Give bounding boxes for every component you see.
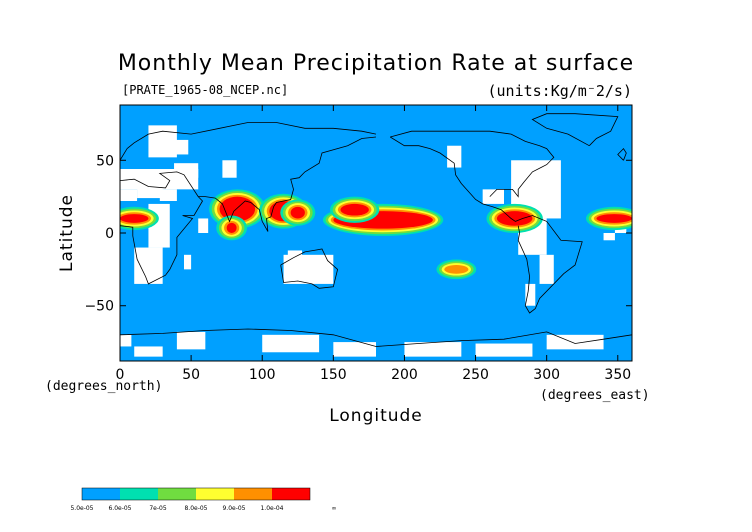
missing-data-cell — [447, 145, 462, 168]
x-axis-unit: (degrees_east) — [540, 388, 650, 403]
coastlines — [120, 113, 632, 347]
precip-region — [120, 206, 159, 231]
missing-data-cell — [176, 331, 206, 350]
colorbar-label: 1.0e-04 — [260, 505, 283, 512]
coastline — [389, 136, 583, 314]
colorbar-label: 7e-05 — [149, 505, 166, 512]
missing-data-cell — [404, 342, 462, 357]
missing-data-cell — [262, 334, 320, 353]
map-plot-area — [119, 104, 633, 362]
y-axis-unit: (degrees_north) — [45, 379, 162, 394]
units-label: (units:Kg/m⁻2/s) — [488, 82, 633, 100]
precip-level-5 — [340, 203, 369, 216]
colorbar-label: 8.0e-05 — [184, 505, 207, 512]
x-tick-label: 350 — [604, 367, 631, 383]
colorbar-label: ∞ — [332, 505, 337, 512]
missing-data-cell — [333, 342, 376, 357]
x-tick-label: 50 — [182, 367, 200, 383]
precip-region — [486, 203, 543, 234]
x-tick-label: 300 — [533, 367, 560, 383]
missing-data-cell — [222, 160, 237, 178]
colorbar-label: 5.0e-05 — [70, 505, 93, 512]
precipitation-contours — [120, 189, 632, 280]
x-tick-label: 150 — [320, 367, 347, 383]
missing-data-cell — [525, 283, 536, 306]
colorbar-label: 9.0e-05 — [222, 505, 245, 512]
missing-data-cell — [539, 254, 554, 284]
colorbar-label: 6.0e-05 — [108, 505, 131, 512]
missing-data-cells — [120, 125, 627, 357]
chart-title: Monthly Mean Precipitation Rate at surfa… — [118, 51, 634, 76]
coastline — [531, 113, 619, 147]
missing-data-cell — [287, 250, 303, 263]
missing-data-cell — [120, 189, 138, 201]
colorbar-swatch — [82, 488, 120, 500]
colorbar-swatch — [234, 488, 272, 500]
missing-data-cell — [198, 218, 209, 233]
missing-data-cell — [159, 189, 177, 201]
missing-data-cell — [475, 343, 533, 357]
colorbar-legend: 5.0e-05 6.0e-05 7e-05 8.0e-05 9.0e-05 1.0e-04… — [70, 487, 337, 512]
missing-data-cell — [134, 346, 163, 357]
missing-data-cell — [162, 139, 189, 155]
precip-level-5 — [290, 206, 305, 219]
precip-level-5 — [120, 214, 149, 223]
colorbar-frame — [81, 487, 311, 501]
precip-level-5 — [226, 222, 237, 233]
source-label: [PRATE_1965-08_NCEP.nc] — [122, 83, 288, 97]
colorbar-swatch — [120, 488, 158, 500]
precip-region — [436, 259, 477, 280]
precip-level-5 — [219, 196, 256, 222]
missing-data-cell — [603, 233, 615, 241]
colorbar-swatch — [196, 488, 234, 500]
precip-level-4 — [444, 265, 469, 274]
colorbar-swatch — [272, 488, 310, 500]
coastline — [120, 122, 377, 161]
precip-region — [280, 199, 316, 226]
x-axis-ticks: 0 50 100 150 200 250 300 350 — [116, 105, 631, 383]
missing-data-cell — [120, 334, 132, 347]
coastline — [617, 147, 627, 161]
precip-level-5 — [496, 211, 533, 226]
missing-data-cell — [482, 189, 504, 204]
coastline — [198, 136, 377, 232]
missing-data-cell — [184, 254, 192, 270]
y-tick-label: 50 — [96, 153, 114, 169]
precip-region — [586, 206, 632, 231]
missing-data-cell — [546, 334, 604, 350]
missing-data-cell — [174, 163, 199, 178]
y-axis-label: Latitude — [57, 194, 77, 272]
y-tick-label: 0 — [105, 226, 114, 242]
coastline — [120, 328, 632, 347]
x-tick-label: 250 — [462, 367, 489, 383]
missing-data-cell — [134, 247, 163, 284]
missing-data-cell — [137, 186, 163, 199]
x-axis-label: Longitude — [329, 406, 423, 426]
colorbar-swatch — [158, 488, 196, 500]
precip-region — [216, 215, 248, 241]
x-tick-label: 0 — [116, 367, 125, 383]
precip-level-5 — [596, 214, 632, 223]
coastline — [120, 171, 203, 285]
coastline — [390, 130, 555, 198]
coastline — [280, 248, 339, 289]
x-tick-label: 100 — [249, 367, 276, 383]
y-axis-ticks: 50 0 −50 — [84, 153, 632, 315]
x-tick-label: 200 — [391, 367, 418, 383]
precip-region — [330, 196, 380, 223]
y-tick-label: −50 — [84, 299, 114, 315]
